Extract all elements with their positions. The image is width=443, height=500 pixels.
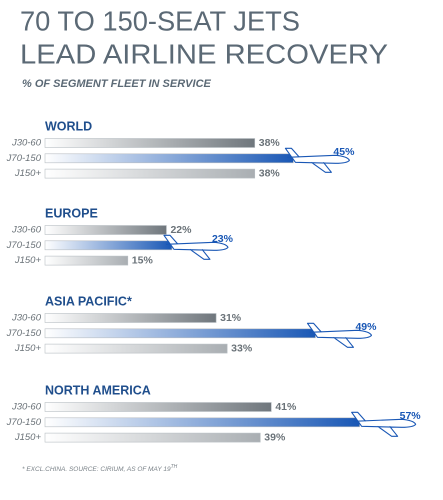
value-label: 31% <box>220 312 242 324</box>
value-label: 15% <box>132 254 154 266</box>
value-label: 22% <box>170 224 192 236</box>
category-label: J150+ <box>14 432 42 443</box>
footnote: * EXCL.CHINA. SOURCE: CIRIUM, AS OF MAY … <box>22 464 178 472</box>
bar <box>44 313 217 323</box>
value-label: 57% <box>400 410 422 422</box>
category-label: J30-60 <box>11 313 42 324</box>
value-label: 33% <box>231 342 253 354</box>
panel-title: WORLD <box>45 119 92 133</box>
airplane-icon <box>351 411 417 437</box>
category-label: J150+ <box>14 255 42 266</box>
bar <box>44 343 228 354</box>
value-label: 38% <box>259 167 281 179</box>
footnote-text: * EXCL.CHINA. SOURCE: CIRIUM, AS OF MAY … <box>22 466 171 473</box>
panel-title: NORTH AMERICA <box>45 383 151 397</box>
airplane-icon <box>163 234 229 260</box>
bar <box>44 402 272 412</box>
category-label: J150+ <box>14 343 42 354</box>
bar <box>44 417 360 428</box>
bar <box>44 432 261 443</box>
panel-title: EUROPE <box>45 206 98 220</box>
bar <box>44 255 129 266</box>
bar <box>44 153 294 164</box>
value-label: 41% <box>275 401 297 413</box>
category-label: J70-150 <box>6 417 42 428</box>
bar <box>44 328 316 339</box>
category-label: J30-60 <box>11 402 42 413</box>
title-line: LEAD AIRLINE RECOVERY <box>20 38 388 69</box>
category-label: J150+ <box>14 168 42 179</box>
bar <box>44 138 256 148</box>
category-label: J70-150 <box>6 153 42 164</box>
category-label: J70-150 <box>6 328 42 339</box>
bar <box>44 240 173 251</box>
value-label: 23% <box>212 233 234 245</box>
airplane-icon <box>284 147 350 173</box>
footnote-sup: TH <box>171 464 178 470</box>
title-line: 70 TO 150-SEAT JETS <box>20 5 300 36</box>
airplane-icon <box>306 322 373 348</box>
category-label: J70-150 <box>6 240 42 251</box>
panel-title: ASIA PACIFIC* <box>45 294 132 308</box>
subtitle: % OF SEGMENT FLEET IN SERVICE <box>22 78 212 90</box>
value-label: 38% <box>259 137 281 149</box>
category-label: J30-60 <box>11 225 42 236</box>
bar <box>44 168 256 179</box>
value-label: 49% <box>355 321 377 333</box>
category-label: J30-60 <box>11 138 42 149</box>
value-label: 45% <box>333 146 355 158</box>
value-label: 39% <box>264 431 286 443</box>
bar <box>44 225 167 235</box>
